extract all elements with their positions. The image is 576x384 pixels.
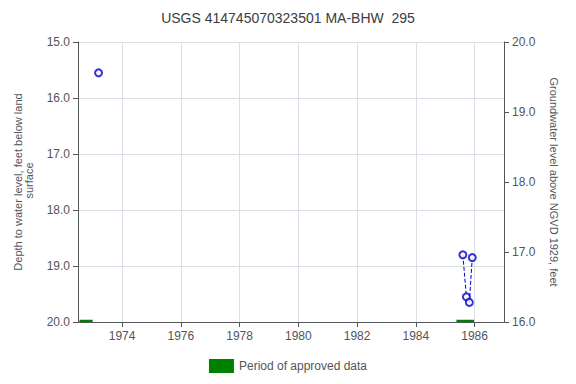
svg-text:1978: 1978 — [226, 329, 253, 343]
svg-text:17.0: 17.0 — [47, 147, 71, 161]
svg-text:1986: 1986 — [461, 329, 488, 343]
svg-text:1976: 1976 — [167, 329, 194, 343]
svg-text:1982: 1982 — [344, 329, 371, 343]
svg-text:19.0: 19.0 — [512, 105, 536, 119]
svg-text:17.0: 17.0 — [512, 245, 536, 259]
svg-text:19.0: 19.0 — [47, 259, 71, 273]
svg-text:18.0: 18.0 — [512, 175, 536, 189]
svg-text:Period of approved data: Period of approved data — [239, 359, 367, 373]
svg-text:18.0: 18.0 — [47, 203, 71, 217]
svg-text:USGS 414745070323501 MA-BHW 2: USGS 414745070323501 MA-BHW 295 — [161, 10, 415, 26]
svg-text:1980: 1980 — [285, 329, 312, 343]
svg-text:15.0: 15.0 — [47, 35, 71, 49]
svg-text:Groundwater level above NGVD 1: Groundwater level above NGVD 1929, feet — [548, 77, 560, 286]
svg-text:1974: 1974 — [109, 329, 136, 343]
svg-text:20.0: 20.0 — [47, 315, 71, 329]
svg-text:16.0: 16.0 — [47, 91, 71, 105]
svg-text:Depth to water level, feet bel: Depth to water level, feet below land — [11, 93, 24, 271]
svg-text:surface: surface — [23, 162, 35, 201]
svg-text:20.0: 20.0 — [512, 35, 536, 49]
svg-text:1984: 1984 — [403, 329, 430, 343]
svg-text:16.0: 16.0 — [512, 315, 536, 329]
